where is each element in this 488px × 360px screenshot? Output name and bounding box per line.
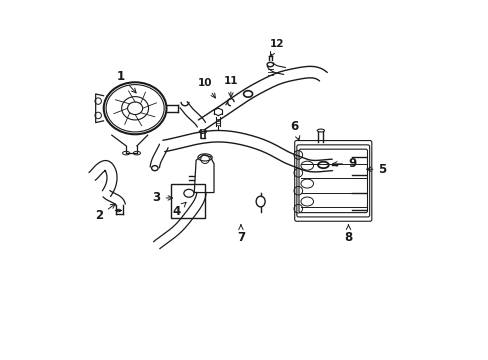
Text: 7: 7	[236, 225, 244, 244]
Text: 11: 11	[223, 76, 238, 97]
Text: 2: 2	[95, 204, 115, 222]
Text: 1: 1	[117, 69, 136, 93]
Text: 8: 8	[344, 225, 352, 244]
Text: 4: 4	[172, 202, 186, 218]
Text: 12: 12	[269, 39, 284, 57]
Text: 5: 5	[366, 163, 386, 176]
Text: 10: 10	[198, 78, 215, 98]
Text: 3: 3	[152, 192, 172, 204]
Text: 9: 9	[332, 157, 355, 170]
Text: 6: 6	[290, 120, 299, 140]
